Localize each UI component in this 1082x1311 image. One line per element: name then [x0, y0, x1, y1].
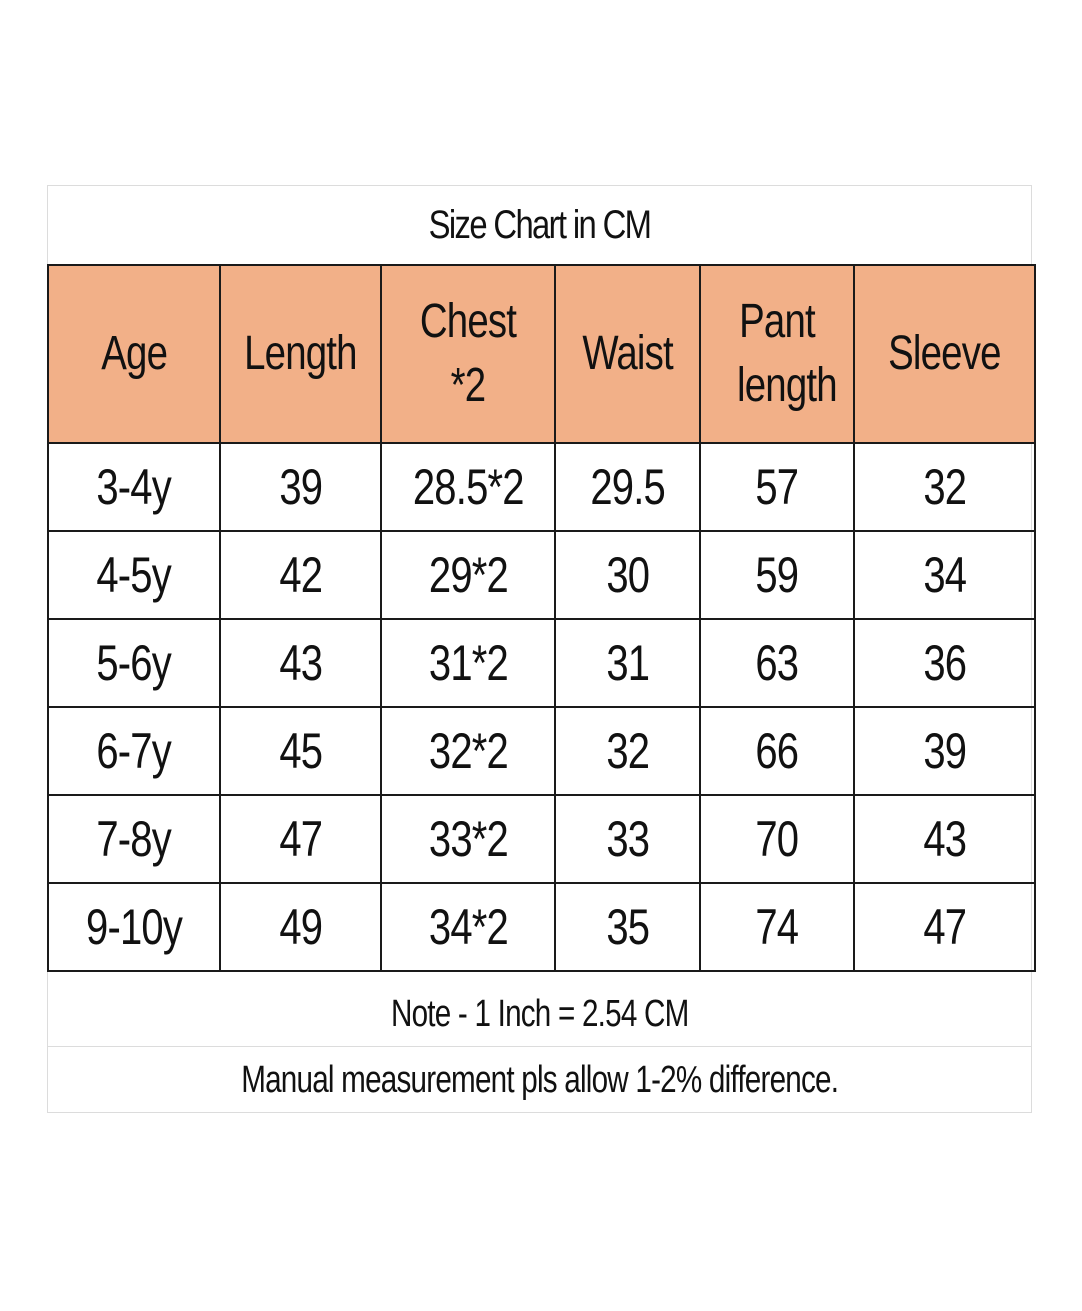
table-cell: 57: [699, 442, 855, 532]
table-cell: 35: [554, 882, 701, 972]
table-row: 9-10y 49 34*2 35 74 47: [47, 882, 1036, 972]
table-cell: 59: [699, 530, 855, 620]
column-header: Waist: [554, 264, 701, 444]
table-cell: 34*2: [380, 882, 556, 972]
table-cell: 43: [853, 794, 1036, 884]
table-row: 3-4y 39 28.5*2 29.5 57 32: [47, 442, 1036, 532]
table-cell: 63: [699, 618, 855, 708]
size-chart: Size Chart in CM Age Length Chest *2 Wai…: [47, 185, 1036, 1113]
table-cell: 36: [853, 618, 1036, 708]
table-cell: 29*2: [380, 530, 556, 620]
table-cell: 74: [699, 882, 855, 972]
table-cell: 70: [699, 794, 855, 884]
table-cell: 39: [853, 706, 1036, 796]
table-cell: 29.5: [554, 442, 701, 532]
table-cell: 33: [554, 794, 701, 884]
table-cell: 32: [853, 442, 1036, 532]
table-cell: 66: [699, 706, 855, 796]
conversion-note: Note - 1 Inch = 2.54 CM: [48, 982, 1031, 1047]
table-row: 6-7y 45 32*2 32 66 39: [47, 706, 1036, 796]
measurement-note: Manual measurement pls allow 1-2% differ…: [240, 1058, 839, 1101]
table-cell: 47: [853, 882, 1036, 972]
column-header: Age: [47, 264, 221, 444]
table-cell: 45: [219, 706, 382, 796]
table-cell: 39: [219, 442, 382, 532]
table-cell: 3-4y: [47, 442, 221, 532]
table-cell: 33*2: [380, 794, 556, 884]
table-cell: 32: [554, 706, 701, 796]
column-header: Chest *2: [380, 264, 556, 444]
table-cell: 31*2: [380, 618, 556, 708]
table-cell: 42: [219, 530, 382, 620]
table-cell: 31: [554, 618, 701, 708]
table-cell: 49: [219, 882, 382, 972]
table-cell: 28.5*2: [380, 442, 556, 532]
table-cell: 9-10y: [47, 882, 221, 972]
table-cell: 32*2: [380, 706, 556, 796]
table-row: 4-5y 42 29*2 30 59 34: [47, 530, 1036, 620]
table-cell: 34: [853, 530, 1036, 620]
column-header: Pant length: [699, 264, 855, 444]
table-cell: 7-8y: [47, 794, 221, 884]
table-cell: 5-6y: [47, 618, 221, 708]
header-row: Age Length Chest *2 Waist Pant length Sl…: [47, 264, 1036, 444]
column-header: Length: [219, 264, 382, 444]
table-cell: 43: [219, 618, 382, 708]
table-cell: 4-5y: [47, 530, 221, 620]
column-header: Sleeve: [853, 264, 1036, 444]
table-cell: 6-7y: [47, 706, 221, 796]
table-row: 5-6y 43 31*2 31 63 36: [47, 618, 1036, 708]
chart-title: Size Chart in CM: [428, 203, 652, 247]
size-table: Age Length Chest *2 Waist Pant length Sl…: [47, 264, 1036, 972]
table-cell: 47: [219, 794, 382, 884]
table-cell: 30: [554, 530, 701, 620]
table-row: 7-8y 47 33*2 33 70 43: [47, 794, 1036, 884]
